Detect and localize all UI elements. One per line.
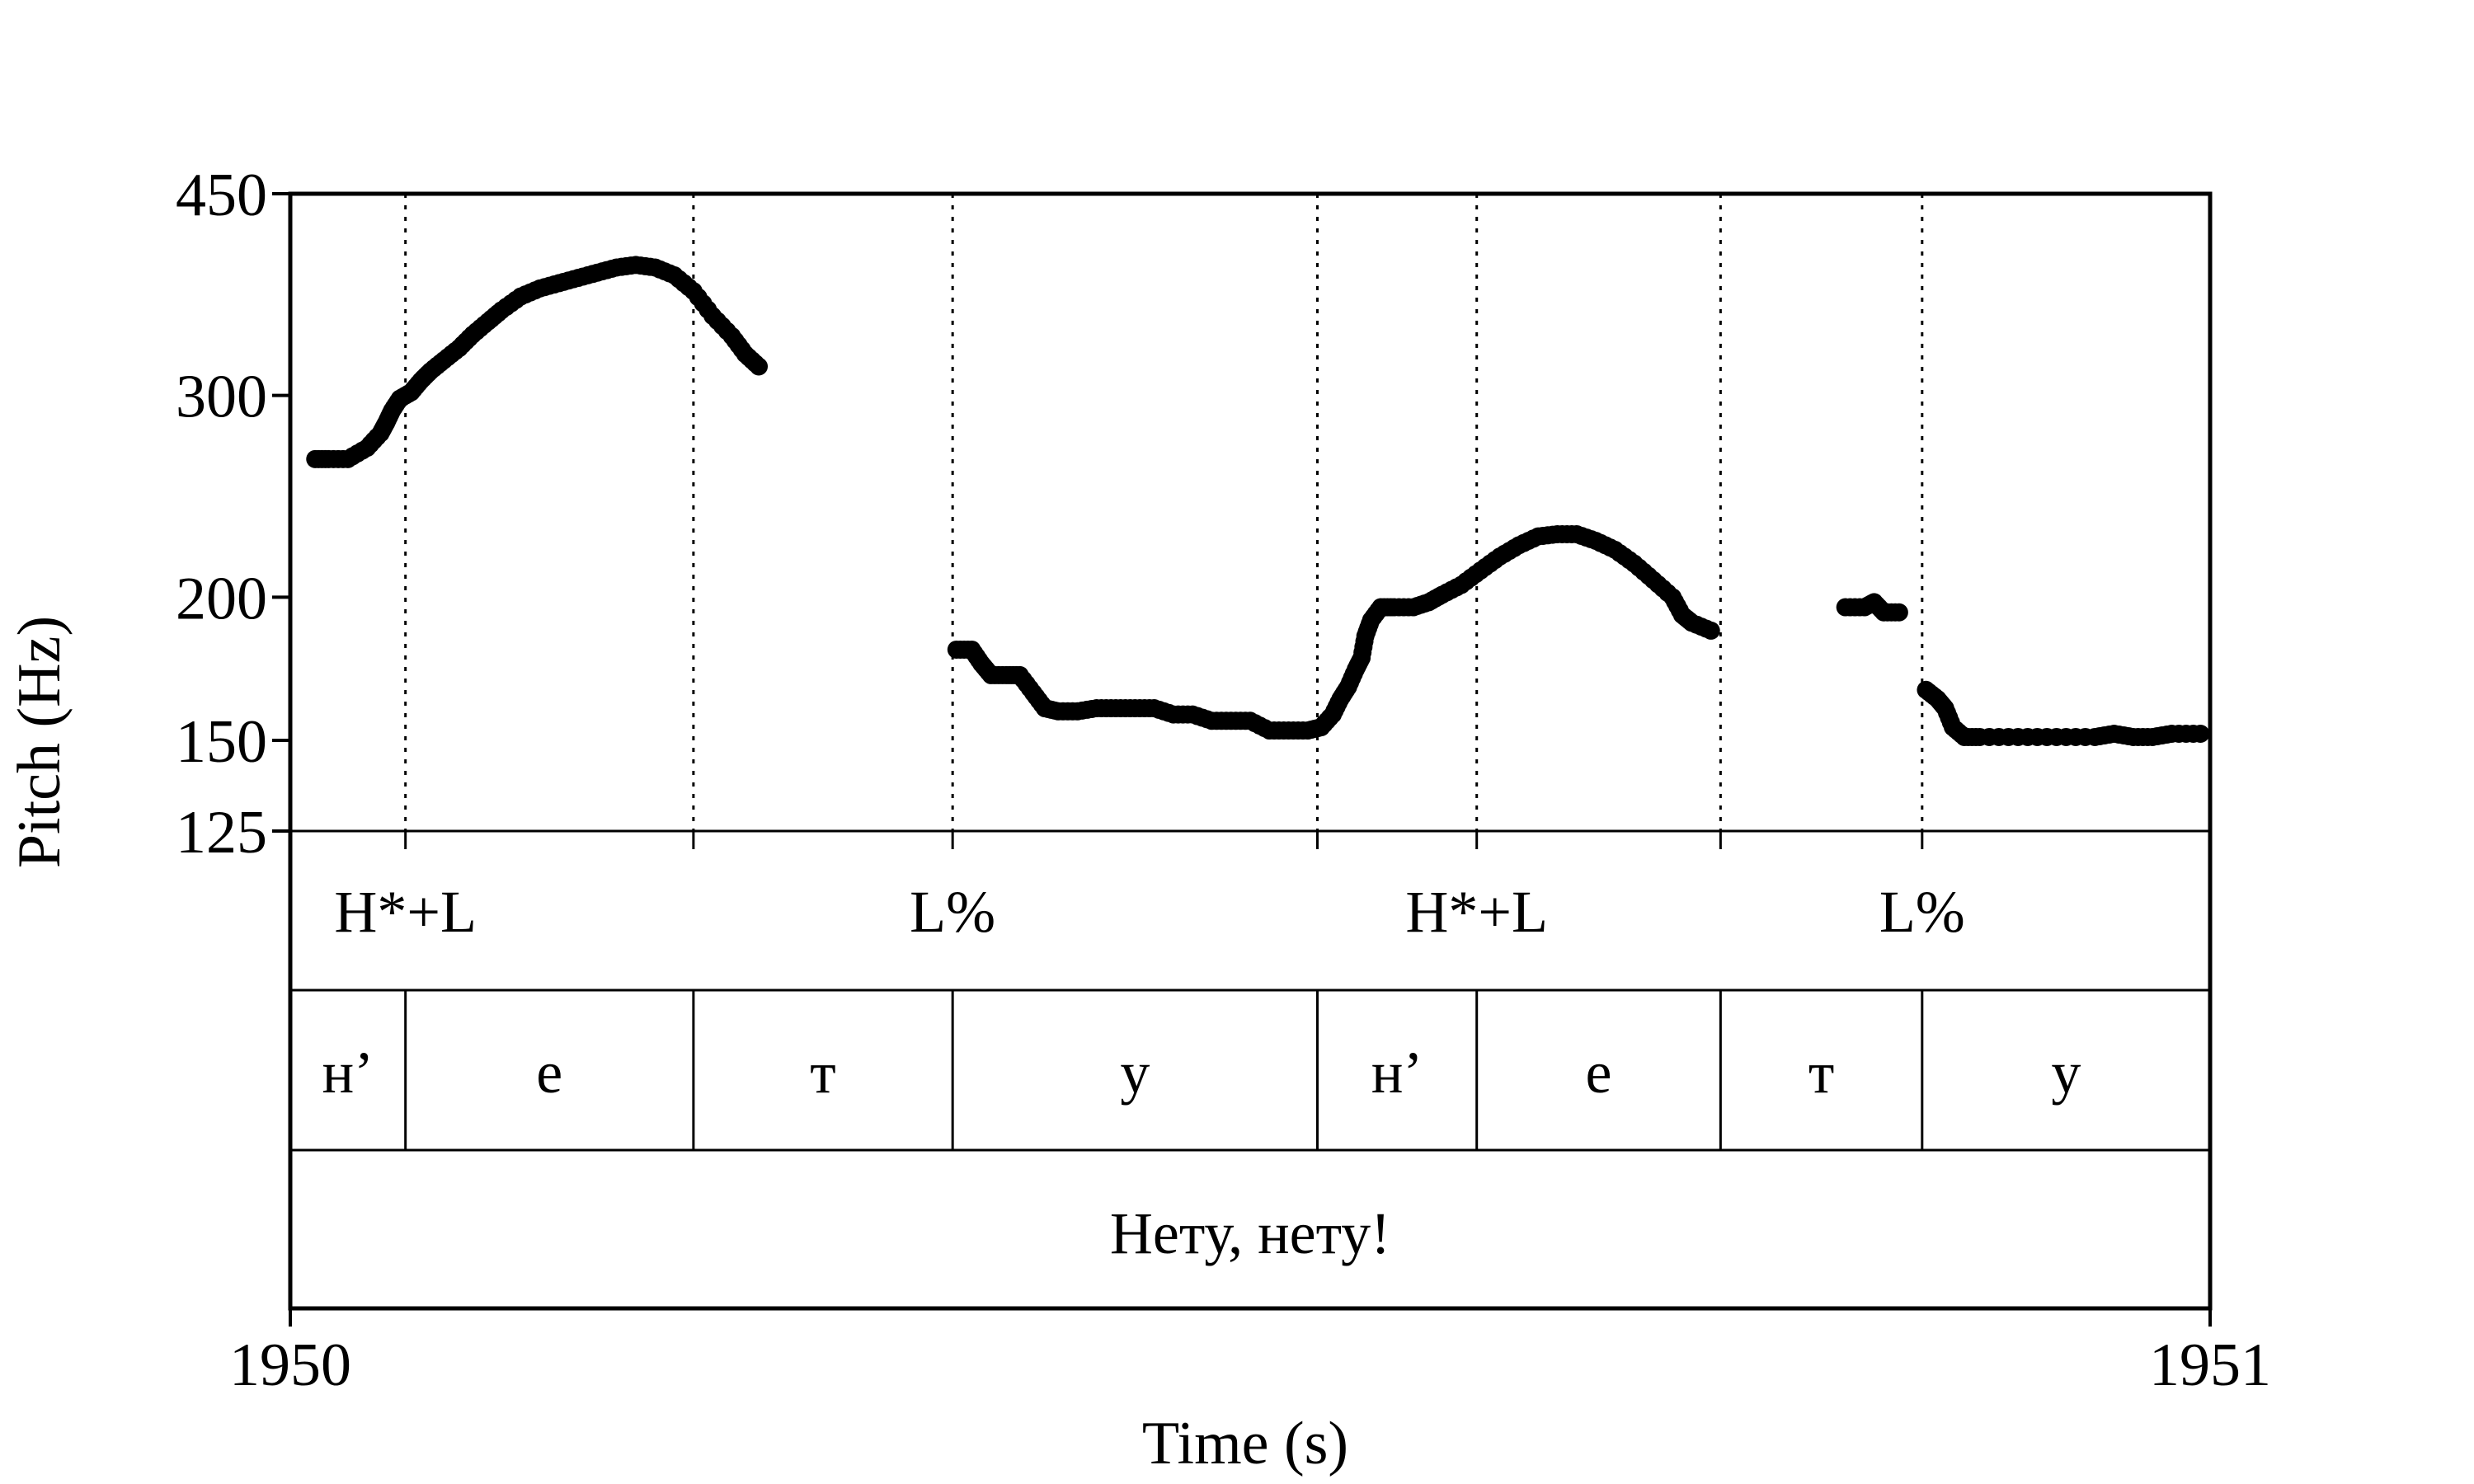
sentence-label: Нету, нету!	[1110, 1200, 1390, 1266]
pitch-point	[1889, 603, 1908, 622]
segment-label: н’	[322, 1040, 374, 1106]
segment-label: т	[810, 1040, 835, 1106]
segment-label: е	[536, 1040, 562, 1106]
x-tick-label: 1951	[2149, 1331, 2271, 1399]
y-axis-title: Pitch (Hz)	[6, 616, 73, 868]
segment-label: е	[1586, 1040, 1612, 1106]
segment-label: у	[1120, 1040, 1150, 1106]
tone-label: H*+L	[1405, 879, 1548, 945]
tone-label: L%	[1879, 879, 1965, 945]
pitch-point	[750, 357, 769, 376]
y-tick-label: 150	[176, 708, 267, 776]
pitch-point	[1701, 621, 1720, 640]
x-axis-title: Time (s)	[1142, 1410, 1348, 1477]
x-tick-label: 1950	[229, 1331, 351, 1399]
segment-label: н’	[1371, 1040, 1423, 1106]
y-tick-label: 450	[176, 162, 267, 229]
plot-frame	[288, 191, 2213, 1311]
y-tick-label: 125	[176, 799, 267, 866]
tone-label: H*+L	[334, 879, 477, 945]
y-tick-label: 300	[176, 364, 267, 431]
tone-label: L%	[910, 879, 995, 945]
pitch-point	[2191, 724, 2210, 743]
segment-label: у	[2051, 1040, 2081, 1106]
segment-label: т	[1808, 1040, 1834, 1106]
y-tick-label: 200	[176, 565, 267, 632]
